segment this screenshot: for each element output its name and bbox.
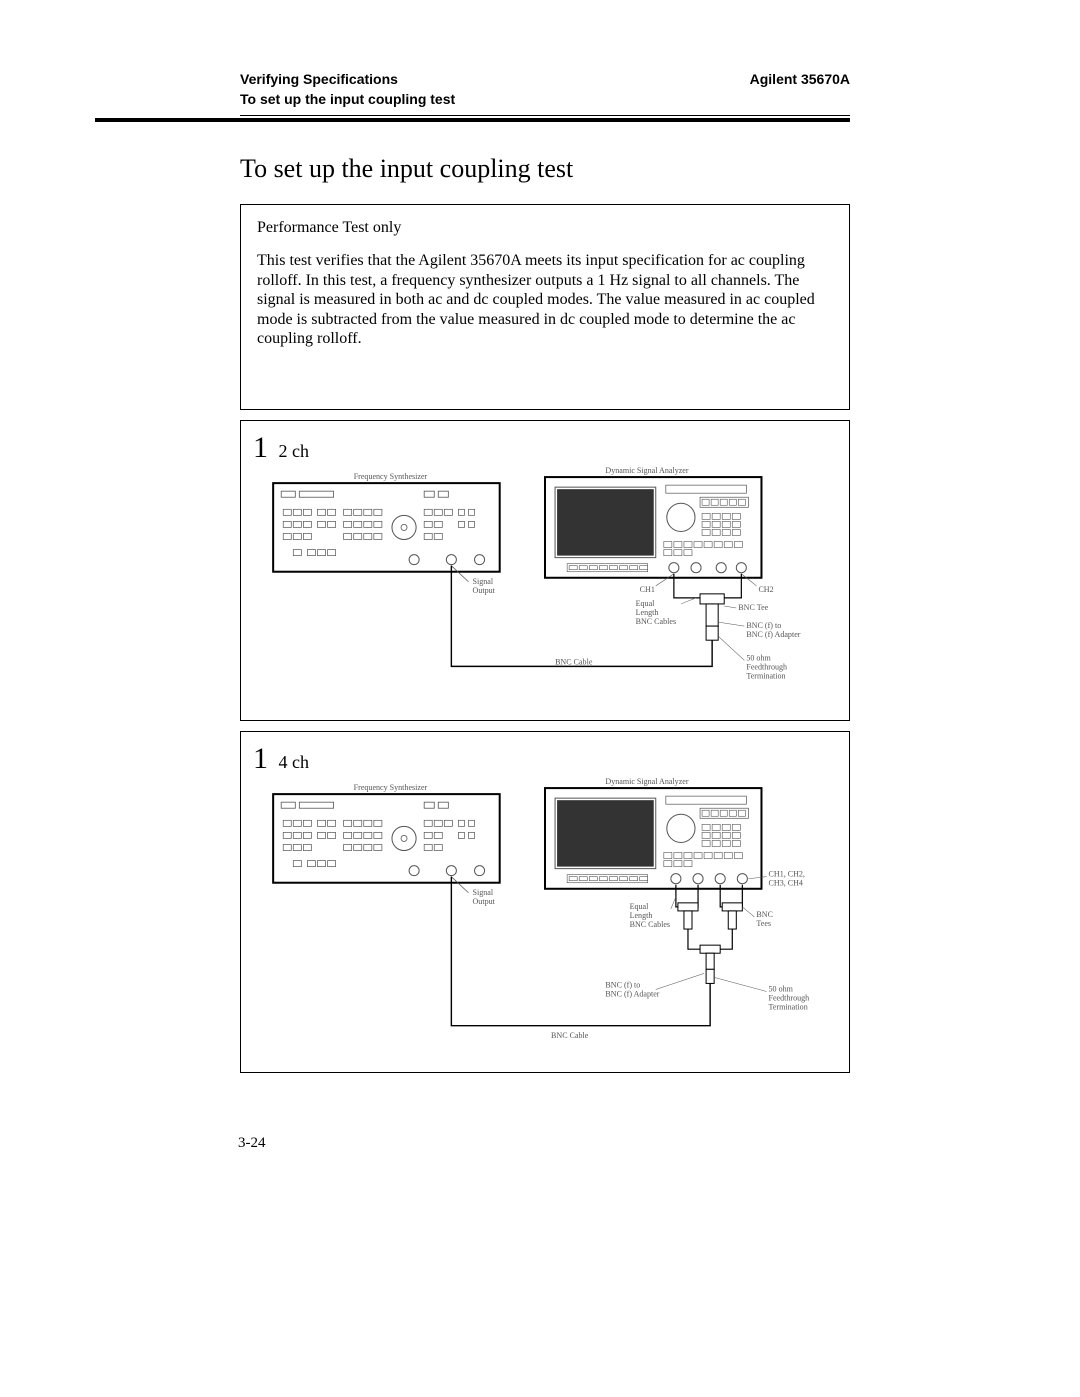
svg-text:CH1: CH1 bbox=[640, 585, 655, 594]
svg-text:BNC (f) Adapter: BNC (f) Adapter bbox=[605, 990, 659, 999]
header-chapter: Verifying Specifications bbox=[240, 70, 455, 90]
step-number: 1 bbox=[253, 742, 268, 775]
svg-text:BNC Cables: BNC Cables bbox=[636, 617, 676, 626]
svg-text:Termination: Termination bbox=[769, 1003, 808, 1012]
diagram-4ch: 1 4 ch Frequency Synthesizer bbox=[240, 731, 850, 1073]
step-label-4ch: 1 4 ch bbox=[253, 742, 837, 776]
svg-text:BNC Cables: BNC Cables bbox=[630, 920, 670, 929]
horizontal-rule-thin bbox=[240, 115, 850, 116]
svg-text:BNC Tee: BNC Tee bbox=[738, 603, 768, 612]
page-header: Verifying Specifications To set up the i… bbox=[240, 70, 850, 109]
step-number: 1 bbox=[253, 431, 268, 464]
svg-text:Equal: Equal bbox=[636, 599, 656, 608]
svg-text:Signal: Signal bbox=[473, 577, 494, 586]
step-text: 2 ch bbox=[279, 441, 310, 461]
svg-text:Feedthrough: Feedthrough bbox=[746, 662, 787, 671]
svg-text:Equal: Equal bbox=[630, 902, 650, 911]
svg-text:BNC (f) to: BNC (f) to bbox=[605, 981, 640, 990]
svg-text:BNC: BNC bbox=[756, 910, 773, 919]
page-number: 3-24 bbox=[238, 1135, 266, 1152]
svg-text:Output: Output bbox=[473, 586, 496, 595]
header-section: To set up the input coupling test bbox=[240, 90, 455, 110]
svg-text:50 ohm: 50 ohm bbox=[769, 985, 794, 994]
diagram-2ch: 1 2 ch Frequency Synthesizer bbox=[240, 420, 850, 722]
performance-subtitle: Performance Test only bbox=[257, 219, 833, 237]
svg-text:Termination: Termination bbox=[746, 671, 785, 680]
step-label-2ch: 1 2 ch bbox=[253, 431, 837, 465]
svg-text:BNC (f) Adapter: BNC (f) Adapter bbox=[746, 630, 800, 639]
svg-text:Length: Length bbox=[630, 911, 653, 920]
svg-text:Output: Output bbox=[473, 897, 496, 906]
svg-text:Length: Length bbox=[636, 608, 659, 617]
svg-text:Tees: Tees bbox=[756, 919, 771, 928]
svg-text:Dynamic Signal Analyzer: Dynamic Signal Analyzer bbox=[605, 777, 688, 786]
svg-text:Dynamic Signal Analyzer: Dynamic Signal Analyzer bbox=[605, 466, 688, 475]
header-product: Agilent 35670A bbox=[750, 70, 850, 90]
svg-text:CH2: CH2 bbox=[758, 585, 773, 594]
svg-text:CH1, CH2,: CH1, CH2, bbox=[769, 870, 805, 879]
svg-text:50 ohm: 50 ohm bbox=[746, 653, 771, 662]
svg-text:BNC Cable: BNC Cable bbox=[555, 657, 593, 666]
svg-text:Signal: Signal bbox=[473, 888, 494, 897]
diagram-2ch-svg: Frequency Synthesizer bbox=[253, 465, 837, 707]
horizontal-rule-thick bbox=[95, 118, 850, 122]
intro-box: Performance Test only This test verifies… bbox=[240, 204, 850, 410]
svg-text:BNC (f) to: BNC (f) to bbox=[746, 621, 781, 630]
intro-body: This test verifies that the Agilent 3567… bbox=[257, 251, 833, 349]
diagram-4ch-svg: Frequency Synthesizer bbox=[253, 776, 837, 1058]
svg-text:Frequency Synthesizer: Frequency Synthesizer bbox=[354, 472, 428, 481]
svg-text:BNC Cable: BNC Cable bbox=[551, 1031, 589, 1040]
step-text: 4 ch bbox=[279, 752, 310, 772]
svg-text:Feedthrough: Feedthrough bbox=[769, 994, 810, 1003]
svg-text:Frequency Synthesizer: Frequency Synthesizer bbox=[354, 784, 428, 793]
page-title: To set up the input coupling test bbox=[240, 154, 850, 184]
svg-text:CH3, CH4: CH3, CH4 bbox=[769, 879, 803, 888]
